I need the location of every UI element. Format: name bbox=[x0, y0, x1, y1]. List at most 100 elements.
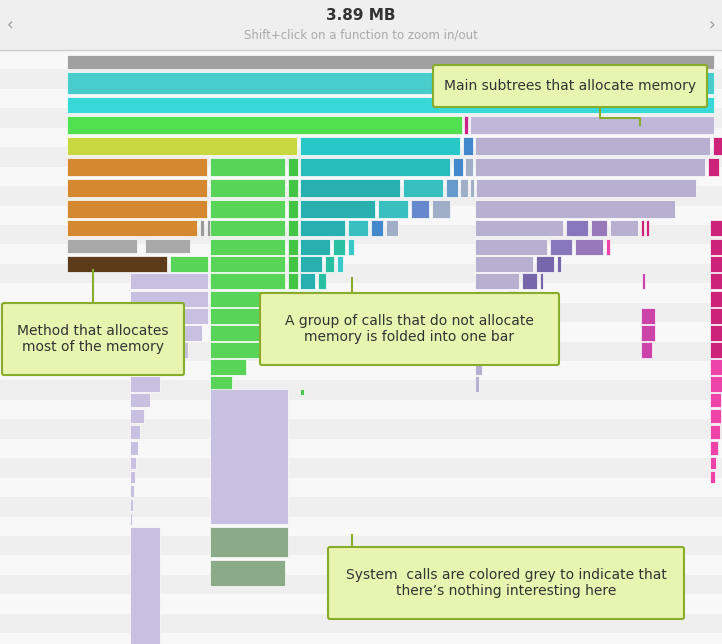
Bar bbox=[0, 225, 722, 245]
Bar bbox=[210, 273, 285, 289]
Bar bbox=[0, 341, 722, 361]
Text: 3.89 MB: 3.89 MB bbox=[326, 8, 396, 23]
Bar bbox=[130, 441, 138, 455]
Bar bbox=[210, 359, 246, 375]
Bar bbox=[646, 220, 649, 236]
Bar bbox=[0, 0, 722, 50]
Bar bbox=[210, 239, 285, 255]
Bar bbox=[0, 322, 722, 341]
Bar bbox=[288, 158, 298, 176]
Bar bbox=[0, 50, 722, 70]
Bar bbox=[289, 325, 295, 341]
Bar bbox=[470, 116, 714, 134]
Bar bbox=[386, 220, 398, 236]
Bar bbox=[710, 325, 722, 341]
Bar bbox=[0, 594, 722, 614]
Bar bbox=[641, 342, 652, 358]
Bar bbox=[210, 325, 275, 341]
Bar bbox=[0, 128, 722, 147]
Bar bbox=[710, 256, 722, 272]
Bar bbox=[0, 419, 722, 439]
Bar bbox=[0, 439, 722, 459]
Bar bbox=[475, 158, 705, 176]
Bar bbox=[288, 256, 298, 272]
Bar bbox=[403, 179, 443, 197]
Bar bbox=[500, 308, 507, 324]
Bar bbox=[130, 376, 160, 392]
Bar bbox=[0, 536, 722, 555]
Bar bbox=[130, 471, 135, 483]
Bar bbox=[475, 137, 710, 155]
Bar bbox=[130, 342, 188, 358]
Bar bbox=[200, 220, 204, 236]
Bar bbox=[0, 459, 722, 478]
Bar bbox=[476, 179, 696, 197]
Bar bbox=[475, 291, 504, 307]
Bar bbox=[210, 393, 226, 407]
Bar bbox=[130, 513, 132, 525]
Bar bbox=[475, 220, 563, 236]
Bar bbox=[0, 245, 722, 264]
Bar bbox=[130, 425, 140, 439]
Bar bbox=[0, 575, 722, 594]
Bar bbox=[641, 220, 644, 236]
Bar bbox=[300, 239, 330, 255]
Bar bbox=[210, 389, 288, 524]
Bar bbox=[475, 273, 519, 289]
Bar bbox=[0, 205, 722, 225]
Bar bbox=[67, 239, 137, 253]
Bar bbox=[67, 97, 714, 113]
Bar bbox=[300, 200, 375, 218]
Bar bbox=[288, 308, 295, 324]
Bar bbox=[210, 342, 260, 358]
Text: ›: › bbox=[708, 16, 716, 34]
Bar bbox=[475, 325, 490, 341]
Bar bbox=[210, 273, 285, 289]
Bar bbox=[475, 239, 547, 255]
Bar bbox=[470, 179, 474, 197]
Bar bbox=[536, 256, 554, 272]
Bar bbox=[130, 499, 133, 511]
Bar bbox=[606, 239, 610, 255]
Bar bbox=[540, 273, 543, 289]
Bar bbox=[288, 291, 298, 307]
Bar bbox=[130, 273, 208, 289]
Bar bbox=[432, 200, 450, 218]
Bar bbox=[130, 291, 208, 307]
Bar bbox=[67, 256, 167, 272]
Bar bbox=[0, 555, 722, 575]
Bar bbox=[710, 471, 715, 483]
Bar bbox=[130, 527, 160, 644]
Bar bbox=[67, 116, 462, 134]
Bar bbox=[710, 359, 722, 375]
Bar bbox=[130, 409, 144, 423]
Bar bbox=[460, 179, 468, 197]
Bar bbox=[288, 239, 298, 255]
Bar bbox=[411, 200, 429, 218]
Bar bbox=[475, 376, 479, 392]
FancyBboxPatch shape bbox=[328, 547, 684, 619]
Bar bbox=[475, 342, 486, 358]
Bar bbox=[371, 220, 383, 236]
Bar bbox=[210, 441, 215, 455]
FancyBboxPatch shape bbox=[433, 65, 707, 107]
Bar bbox=[210, 409, 220, 423]
Bar bbox=[0, 167, 722, 186]
Bar bbox=[489, 342, 493, 358]
Bar bbox=[314, 291, 320, 307]
Bar bbox=[0, 303, 722, 322]
Bar bbox=[210, 425, 218, 439]
Bar bbox=[0, 400, 722, 419]
Bar bbox=[453, 158, 463, 176]
Bar bbox=[710, 273, 722, 289]
Bar bbox=[333, 239, 345, 255]
Bar bbox=[67, 179, 207, 197]
Bar bbox=[130, 393, 150, 407]
Bar bbox=[641, 308, 655, 324]
Bar bbox=[710, 342, 722, 358]
Bar bbox=[713, 137, 722, 155]
Bar bbox=[298, 308, 305, 324]
Text: Main subtrees that allocate memory: Main subtrees that allocate memory bbox=[444, 79, 696, 93]
Bar bbox=[566, 220, 588, 236]
Bar bbox=[130, 325, 202, 341]
